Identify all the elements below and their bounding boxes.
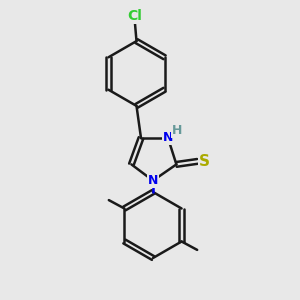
Text: S: S bbox=[199, 154, 209, 169]
Text: Cl: Cl bbox=[128, 10, 142, 23]
Text: H: H bbox=[172, 124, 182, 137]
Text: N: N bbox=[148, 174, 158, 187]
Text: N: N bbox=[163, 131, 173, 144]
